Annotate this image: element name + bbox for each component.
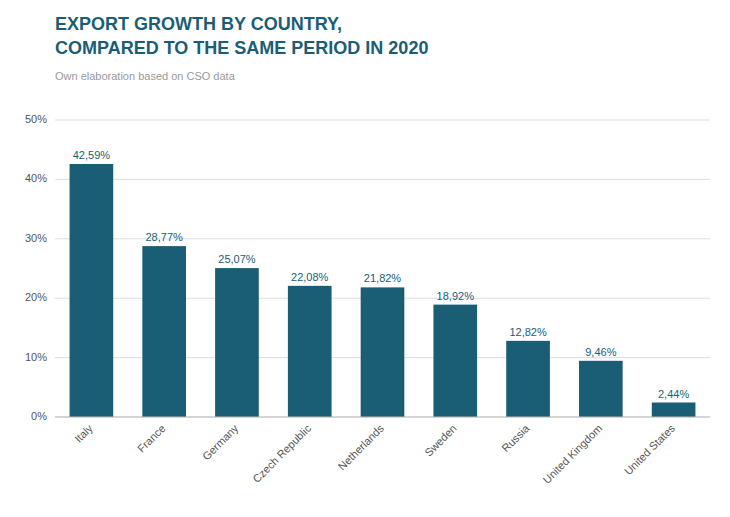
data-label: 28,77% [146, 231, 184, 243]
data-label: 42,59% [73, 149, 111, 161]
x-tick-label: United Kingdom [540, 422, 604, 486]
data-label: 2,44% [658, 388, 689, 400]
x-tick-label: United States [622, 422, 678, 478]
x-tick-label: Sweden [422, 422, 459, 459]
data-label: 25,07% [218, 253, 256, 265]
y-tick-label: 30% [25, 232, 47, 244]
title: COMPARED TO THE SAME PERIOD IN 2020 [55, 38, 428, 58]
x-axis-line [55, 417, 710, 418]
chart-container: EXPORT GROWTH BY COUNTRY, COMPARED TO THE… [0, 0, 730, 517]
data-label: 18,92% [437, 290, 475, 302]
grid-line [55, 120, 710, 121]
bar [70, 164, 114, 417]
y-tick-label: 0% [31, 410, 47, 422]
grid-line [55, 417, 710, 418]
y-tick-label: 10% [25, 351, 47, 363]
x-tick-label: Italy [72, 422, 95, 445]
grid-line [55, 179, 710, 180]
bars [70, 164, 696, 417]
bar [215, 268, 259, 417]
bar [288, 286, 332, 417]
x-tick-label: Netherlands [336, 422, 387, 473]
grid [55, 120, 710, 417]
chart-svg: EXPORT GROWTH BY COUNTRY, COMPARED TO THE… [0, 0, 730, 517]
data-label: 22,08% [291, 271, 329, 283]
x-tick-label: Czech Republic [250, 422, 313, 485]
x-tick-label: Russia [499, 421, 532, 454]
subtitle: Own elaboration based on CSO data [55, 70, 236, 82]
y-tick-label: 40% [25, 172, 47, 184]
data-label: 21,82% [364, 272, 402, 284]
data-label: 9,46% [585, 346, 616, 358]
bar [652, 403, 696, 417]
bar [433, 305, 477, 417]
x-tick-label: Germany [200, 422, 241, 463]
title: EXPORT GROWTH BY COUNTRY, [55, 14, 342, 34]
y-tick-label: 20% [25, 291, 47, 303]
y-tick-label: 50% [25, 113, 47, 125]
bar [579, 361, 623, 417]
bar [506, 341, 550, 417]
data-label: 12,82% [509, 326, 547, 338]
bar [142, 246, 186, 417]
x-tick-label: France [135, 422, 168, 455]
bar [361, 287, 405, 417]
